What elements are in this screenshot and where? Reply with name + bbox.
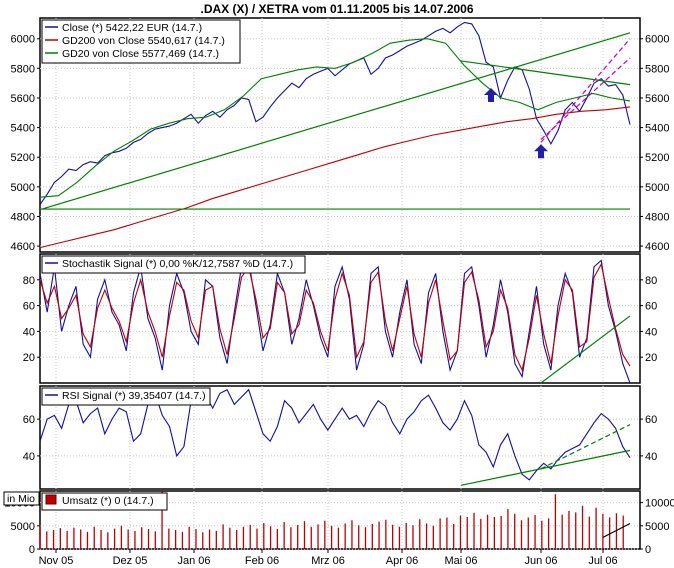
legend-entry-1: Stochastik Signal (*) 0,00 %K/12,7587 %D… — [62, 258, 293, 270]
legend-entry-3: GD20 von Close 5577,469 (14.7.) — [62, 48, 219, 60]
y-tick-label-right: 6000 — [645, 34, 669, 46]
arrow-up-icon — [534, 144, 548, 159]
y-tick-label-left: 5000 — [11, 182, 35, 194]
y-tick-label-right: 60 — [645, 301, 657, 313]
y-tick-label-left: 40 — [23, 451, 35, 463]
trend-line — [460, 449, 631, 486]
trend-line — [540, 38, 631, 143]
series-line-2 — [39, 106, 631, 249]
legend-box — [41, 492, 168, 511]
panel-4: 00500050001000010000Umsatz (*) 0 (14.7.)… — [3, 490, 674, 556]
y-tick-label-left: 4600 — [11, 241, 35, 253]
x-tick-label: Apr 06 — [386, 555, 418, 567]
y-tick-label-right: 80 — [645, 275, 657, 287]
y-tick-label-left: 80 — [23, 275, 35, 287]
y-tick-label-left: 5200 — [11, 152, 35, 164]
y-tick-label-right: 5000 — [645, 521, 669, 533]
legend-swatch — [45, 494, 57, 505]
legend-entry-1: RSI Signal (*) 39,35407 (14.7.) — [62, 390, 206, 402]
y-label-box — [3, 491, 40, 506]
y-tick-label-left: 5800 — [11, 63, 35, 75]
y-tick-label-right: 5200 — [645, 152, 669, 164]
y-tick-label-right: 40 — [645, 326, 657, 338]
legend-entry-2: GD200 von Close 5540,617 (14.7.) — [62, 35, 225, 47]
legend-box — [41, 255, 306, 274]
trend-line — [540, 424, 631, 470]
y-tick-label-left: 5000 — [11, 521, 35, 533]
y-tick-label-right: 0 — [645, 544, 651, 556]
y-tick-label-right: 40 — [645, 451, 657, 463]
series-line-1 — [39, 388, 631, 481]
trend-line — [460, 60, 631, 86]
x-axis: Nov 05 Dez 05 Jan 06 Feb 06 Mrz 06 Apr 06 Mai … — [39, 549, 618, 567]
y-tick-label-left: 6000 — [11, 34, 35, 46]
x-tick-label: Nov 05 — [39, 555, 74, 567]
y-tick-label-right: 20 — [645, 352, 657, 364]
trend-line — [602, 522, 631, 538]
legend: Umsatz (*) 0 (14.7.) — [41, 492, 168, 511]
y-tick-label-left: 40 — [23, 326, 35, 338]
series-line-3 — [39, 38, 631, 198]
y-tick-label-right: 4600 — [645, 241, 669, 253]
panel-3: 40 40 60 60 RSI Signal (*) 39,35407 (14.7.) — [23, 385, 657, 490]
x-tick-label: Jul 06 — [588, 555, 617, 567]
legend: RSI Signal (*) 39,35407 (14.7.) — [41, 387, 211, 406]
x-tick-label: Jan 06 — [177, 555, 210, 567]
y-tick-label-right: 5600 — [645, 93, 669, 105]
x-tick-label: Mrz 06 — [311, 555, 345, 567]
x-tick-label: Dez 05 — [113, 555, 148, 567]
y-tick-label-right: 5800 — [645, 63, 669, 75]
y-tick-label-right: 5000 — [645, 182, 669, 194]
y-axis-label: in Mio — [7, 493, 35, 505]
y-tick-label-right: 60 — [645, 414, 657, 426]
x-tick-label: Feb 06 — [245, 555, 279, 567]
x-tick-label: Mai 06 — [444, 555, 477, 567]
y-tick-label-left: 5400 — [11, 123, 35, 135]
series-line-1 — [39, 21, 631, 205]
series-line-2 — [39, 262, 631, 372]
arrow-up-icon — [484, 88, 498, 103]
y-tick-label-left: 60 — [23, 414, 35, 426]
trend-line — [540, 315, 631, 384]
y-tick-label-left: 0 — [29, 544, 35, 556]
legend-box — [41, 387, 211, 406]
y-tick-label-left: 20 — [23, 352, 35, 364]
x-tick-label: Jun 06 — [524, 555, 557, 567]
y-tick-label-left: 60 — [23, 301, 35, 313]
trend-line — [41, 32, 631, 210]
panel-1: 4600 4600 4800 4800 5000 5000 5200 5200 5400 5400… — [11, 17, 669, 253]
legend-box — [41, 19, 241, 64]
legend: Stochastik Signal (*) 0,00 %K/12,7587 %D… — [41, 255, 306, 274]
y-tick-label-left: 4800 — [11, 211, 35, 223]
trend-line — [540, 57, 631, 140]
y-tick-label-right: 4800 — [645, 211, 669, 223]
y-tick-label-right: 5400 — [645, 123, 669, 135]
legend-entry-1: Umsatz (*) 0 (14.7.) — [62, 495, 154, 507]
legend-entry-1: Close (*) 5422,22 EUR (14.7.) — [62, 22, 202, 34]
chart-title: .DAX (X) / XETRA vom 01.11.2005 bis 14.0… — [200, 2, 473, 16]
panel-2: 20 20 40 40 60 60 80 80 Stochastik Signal (*) 0,… — [23, 253, 657, 384]
legend: Close (*) 5422,22 EUR (14.7.)GD200 von C… — [41, 19, 241, 64]
y-tick-label-left: 5600 — [11, 93, 35, 105]
y-tick-label-right: 10000 — [645, 498, 674, 510]
series-line-1 — [39, 259, 631, 384]
